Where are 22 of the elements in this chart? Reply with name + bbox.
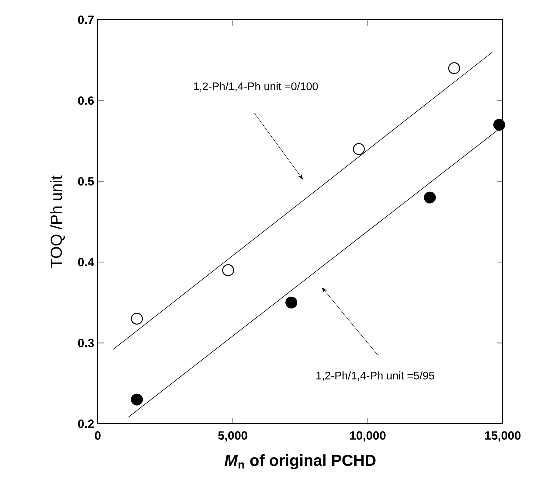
point <box>131 394 144 406</box>
point <box>353 143 366 156</box>
point <box>222 264 234 276</box>
x-tick-label: 0 <box>95 432 101 440</box>
point <box>131 313 144 325</box>
x-tick-label: 10,000 <box>350 432 386 442</box>
y-tick-label: 0.4 <box>78 258 94 267</box>
y-axis-title: TOQ /Ph unit <box>50 176 66 268</box>
y-tick-label: 0.5 <box>78 177 94 186</box>
x-tick-label: 15,000 <box>485 432 521 442</box>
annotation: 1,2-Ph/1,4-Ph unit =0/100 <box>194 82 318 92</box>
y-tick-label: 0.6 <box>78 96 94 106</box>
x-tick-label: 5,000 <box>218 432 248 442</box>
point <box>448 62 460 74</box>
point <box>424 192 436 204</box>
point <box>494 119 506 131</box>
y-tick-label: 0.3 <box>78 338 94 348</box>
annotation: 1,2-Ph/1,4-Ph unit =5/95 <box>316 372 434 382</box>
point <box>286 296 298 309</box>
x-axis-title: M$_{n}$ of original PCHD <box>224 454 376 470</box>
y-tick-label: 0.7 <box>78 16 94 24</box>
y-tick-label: 0.2 <box>78 420 94 428</box>
